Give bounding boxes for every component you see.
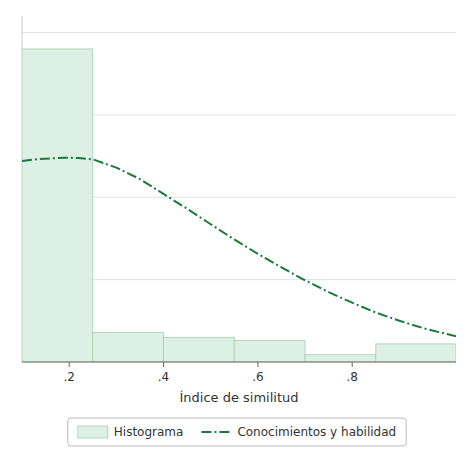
x-tick xyxy=(163,362,164,367)
histogram xyxy=(22,49,456,362)
chart-svg: .2 .4 .6 .8 Índice de similitud Histograma Con… xyxy=(0,0,474,474)
grid xyxy=(22,32,456,362)
histogram-bar xyxy=(305,355,376,362)
histogram-bar xyxy=(376,344,456,362)
legend-swatch xyxy=(201,431,231,433)
histogram-bar xyxy=(164,337,235,362)
x-tick-label: .2 xyxy=(63,370,74,384)
x-axis-line xyxy=(22,362,456,363)
legend-item: Conocimientos y habilidad xyxy=(201,425,396,439)
histogram-bar xyxy=(22,49,93,362)
chart-container: .2 .4 .6 .8 Índice de similitud Histograma Con… xyxy=(0,0,474,474)
legend-swatch xyxy=(78,426,108,438)
x-tick xyxy=(352,362,353,367)
legend: Histograma Conocimientos y habilidad xyxy=(68,418,406,446)
legend-label: Conocimientos y habilidad xyxy=(237,425,396,439)
legend-label: Histograma xyxy=(114,425,184,439)
grid-line xyxy=(22,362,456,363)
grid-line xyxy=(22,32,456,33)
x-axis: .2 .4 .6 .8 xyxy=(22,362,456,384)
x-tick-label: .8 xyxy=(346,370,357,384)
plot-area xyxy=(22,49,456,362)
curve xyxy=(22,158,456,337)
x-tick-label: .4 xyxy=(158,370,169,384)
legend-frame xyxy=(68,418,406,446)
histogram-bar xyxy=(234,341,305,362)
x-axis-label: Índice de similitud xyxy=(179,390,298,405)
legend-item: Histograma xyxy=(78,425,184,439)
x-tick-label: .6 xyxy=(252,370,263,384)
x-tick xyxy=(257,362,258,367)
histogram-bar xyxy=(93,332,164,362)
x-tick xyxy=(69,362,70,367)
